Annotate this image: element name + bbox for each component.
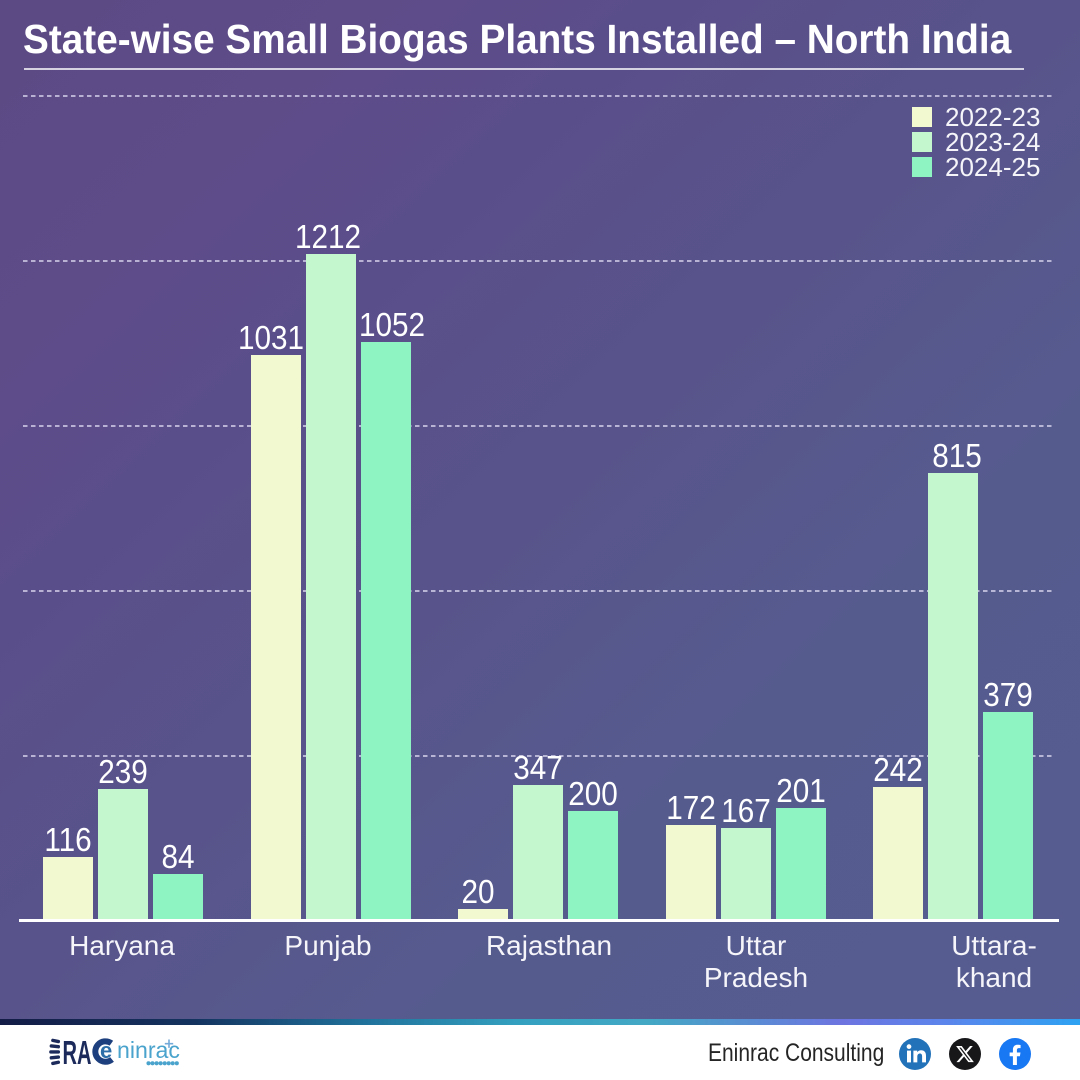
svg-text:ninrac: ninrac	[117, 1037, 180, 1063]
svg-text:e: e	[100, 1038, 112, 1063]
svg-text:RA: RA	[63, 1034, 92, 1070]
